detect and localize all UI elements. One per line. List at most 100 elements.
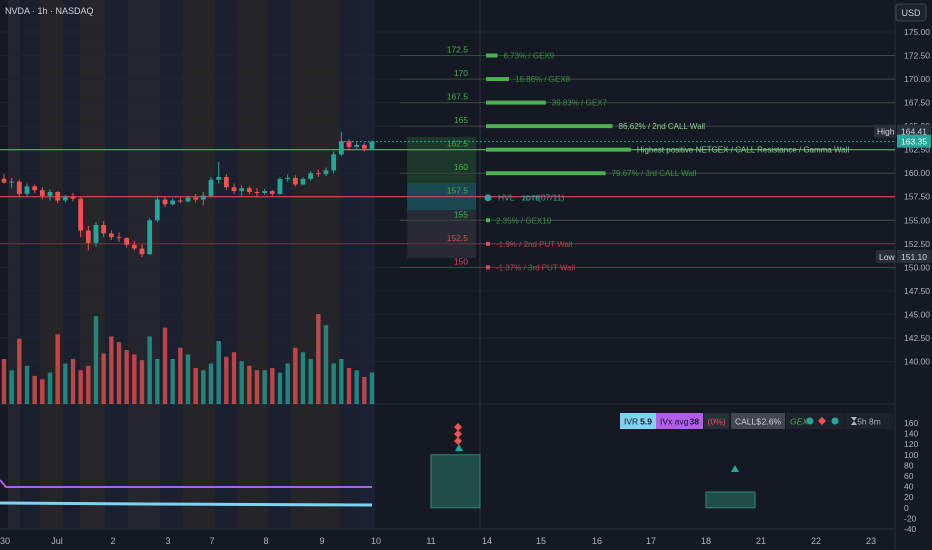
volume-bar xyxy=(162,327,168,404)
gex-label: 86.62% / 2nd CALL Wall xyxy=(619,122,706,131)
gex-bar xyxy=(486,241,490,246)
candle-body xyxy=(170,200,176,205)
hvl-label: HVL xyxy=(498,193,515,203)
volume-bar xyxy=(78,370,83,404)
volume-bar xyxy=(308,359,313,404)
time-tick: 14 xyxy=(482,536,492,546)
volume-bar xyxy=(86,365,91,404)
volume-bar xyxy=(170,359,175,404)
session-band xyxy=(128,0,160,528)
candle-body xyxy=(262,191,268,193)
time-tick: 21 xyxy=(756,536,766,546)
time-tick: Jul xyxy=(51,536,63,546)
volume-bar xyxy=(339,359,344,404)
candle-body xyxy=(369,141,375,149)
volume-bar xyxy=(231,352,237,404)
price-tick: 157.50 xyxy=(904,192,930,202)
currency-label: USD xyxy=(901,8,921,18)
badge-name: CALL$ xyxy=(735,417,761,427)
low-tag-bg xyxy=(876,249,896,263)
hvl-dot xyxy=(484,194,492,202)
candle-body xyxy=(62,196,68,201)
gex-zone xyxy=(407,210,476,258)
price-tick: 152.50 xyxy=(904,239,930,249)
candles xyxy=(1,131,375,257)
level-price-label: 165 xyxy=(454,115,468,125)
low-tag: Low xyxy=(879,252,895,262)
time-tick: 16 xyxy=(592,536,602,546)
volume-bar xyxy=(346,368,352,404)
level-price-label: 157.5 xyxy=(447,186,469,196)
volume-bar xyxy=(17,338,22,404)
volume-bar xyxy=(369,372,375,404)
time-tick: 15 xyxy=(536,536,546,546)
gex-bar xyxy=(486,171,606,176)
candle-body xyxy=(231,187,237,192)
indicator-tick: -40 xyxy=(904,524,917,534)
volume-bar xyxy=(55,334,60,404)
session-background xyxy=(8,0,476,528)
candle-body xyxy=(32,186,38,191)
volume-bar xyxy=(40,379,45,404)
volume-bar xyxy=(116,342,122,404)
gex-bar xyxy=(486,265,490,270)
volume-bars xyxy=(1,314,375,404)
low-price-bg xyxy=(897,249,931,263)
indicator-tick: 120 xyxy=(904,439,918,449)
level-price-label: 167.5 xyxy=(447,92,469,102)
candle-body xyxy=(39,190,45,196)
candle-body xyxy=(131,244,137,249)
badge-name: IVR xyxy=(624,417,638,427)
indicator-tick: 80 xyxy=(904,460,914,470)
currency-button[interactable]: USD xyxy=(895,3,927,22)
time-tick: 23 xyxy=(866,536,876,546)
price-tick: 162.50 xyxy=(904,145,930,155)
badge-value: 5.9 xyxy=(640,417,652,427)
call-zone xyxy=(407,137,476,183)
volume-bar xyxy=(101,353,106,404)
candle-body xyxy=(200,195,206,200)
volume-bar xyxy=(224,356,229,404)
level-price-label: 160 xyxy=(454,162,468,172)
high-price: 164.41 xyxy=(901,127,927,137)
hvl-dte: 2DTE xyxy=(522,196,540,203)
gex-bar xyxy=(486,124,613,129)
high-price-bg xyxy=(897,124,931,138)
ivx-line xyxy=(0,479,372,488)
down-marker xyxy=(454,437,462,445)
last-price: 163.35 xyxy=(901,137,927,147)
candle-body xyxy=(147,220,153,255)
gex-label: 79.67% / 3rd CALL Wall xyxy=(612,169,697,178)
volume-bar xyxy=(247,365,252,404)
gex-box xyxy=(705,491,756,509)
candle-body xyxy=(269,191,275,194)
volume-bar xyxy=(239,361,244,404)
candle-body xyxy=(139,248,145,255)
badge-name: GEX xyxy=(790,417,808,427)
gex-bar xyxy=(486,77,509,82)
time-axis: 30 Jul 2 3 7 8 9 10 11 14 15 16 17 18 21 22 23 xyxy=(0,536,876,546)
low-price: 151.10 xyxy=(901,252,927,262)
level-price-label: 162.5 xyxy=(447,139,469,149)
candle-body xyxy=(223,176,229,188)
gex-bar xyxy=(486,147,631,152)
up-marker xyxy=(731,465,739,472)
volume-bar xyxy=(132,354,137,404)
volume-bar xyxy=(300,352,306,404)
time-tick: 2 xyxy=(110,536,115,546)
candle-body xyxy=(1,178,7,183)
time-tick: 17 xyxy=(646,536,656,546)
candle-body xyxy=(177,200,183,202)
up-marker xyxy=(455,444,463,451)
session-band xyxy=(291,0,318,528)
time-tick: 9 xyxy=(319,536,324,546)
price-tick: 155.00 xyxy=(904,215,930,225)
level-price-label: 170 xyxy=(454,68,468,78)
candle-body xyxy=(239,188,245,192)
volume-bar xyxy=(93,316,99,404)
candle-body xyxy=(9,181,15,183)
volume-bar xyxy=(316,314,321,404)
volume-bar xyxy=(109,336,114,404)
time-tick: 11 xyxy=(426,536,435,546)
